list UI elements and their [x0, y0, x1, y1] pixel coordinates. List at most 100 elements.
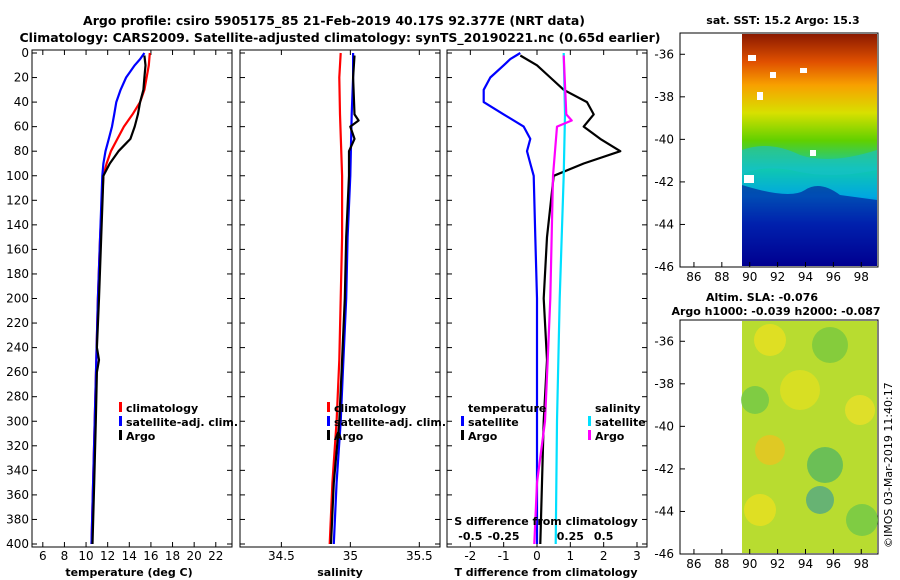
legend-swatch-climatology	[119, 402, 122, 412]
legend-swatch-t-argo	[461, 430, 464, 440]
sst-cloud-patch	[770, 72, 776, 78]
x2-tick-label: 0.5	[594, 530, 614, 543]
y-tick-label: 240	[6, 341, 29, 355]
sst-cloud-patch	[757, 92, 763, 100]
map-lat-label: -46	[654, 547, 674, 561]
series-line-argo	[329, 55, 360, 545]
sst-front	[742, 146, 877, 175]
y-tick-label: 40	[14, 95, 29, 109]
x-tick-label: 0	[533, 549, 541, 563]
temperature-xlabel: temperature (deg C)	[65, 566, 192, 579]
legend-label-climatology: climatology	[126, 402, 198, 415]
legend-label-t-satellite: satellite	[468, 416, 519, 429]
legend-label-climatology: climatology	[334, 402, 406, 415]
series-line-satellite-adj-clim-	[332, 53, 355, 545]
y-tick-label: 280	[6, 390, 29, 404]
x2-tick-label: -0.5	[458, 530, 482, 543]
legend-swatch-s-argo	[588, 430, 591, 440]
legend-swatch-climatology	[327, 402, 330, 412]
map-lon-label: 92	[770, 557, 785, 571]
s-difference-label: S difference from climatology	[454, 515, 638, 528]
x-tick-label: 14	[122, 549, 137, 563]
sla-eddy	[845, 395, 875, 425]
sst-cloud-patch	[744, 175, 754, 183]
difference-xlabel: T difference from climatology	[454, 566, 637, 579]
x-tick-label: 10	[78, 549, 93, 563]
imos-timestamp: ©IMOS 03-Mar-2019 11:40:17	[882, 382, 895, 548]
sla-eddy	[806, 486, 834, 514]
legend-label-satellite: satellite-adj. clim.	[334, 416, 446, 429]
series-line-t-satellite	[482, 52, 539, 544]
x-tick-label: 12	[100, 549, 115, 563]
sla-eddy	[846, 504, 878, 536]
sst-cloud-patch	[810, 150, 816, 156]
x-tick-label: 35.5	[406, 549, 433, 563]
sst-cloud-patch	[748, 55, 756, 61]
y-tick-label: 300	[6, 414, 29, 428]
x-tick-label: 16	[143, 549, 158, 563]
map-lon-label: 88	[714, 557, 729, 571]
header-line-2: Climatology: CARS2009. Satellite-adjuste…	[19, 30, 660, 46]
y-tick-label: 80	[14, 144, 29, 158]
y-tick-label: 160	[6, 242, 29, 256]
legend-label-satellite: satellite-adj. clim.	[126, 416, 238, 429]
x-tick-label: 8	[61, 549, 69, 563]
y-tick-label: 140	[6, 218, 29, 232]
sla-eddy	[755, 435, 785, 465]
x2-tick-label: -0.25	[488, 530, 520, 543]
y-tick-label: 200	[6, 292, 29, 306]
y-tick-label: 120	[6, 193, 29, 207]
difference-panel-frame	[446, 49, 648, 548]
y-tick-label: 360	[6, 488, 29, 502]
map-lat-label: -44	[654, 504, 674, 518]
legend-swatch-argo	[327, 430, 330, 440]
x-tick-label: 35	[343, 549, 358, 563]
series-line-satellite-adj-clim-	[90, 52, 146, 545]
map-lon-label: 96	[826, 557, 841, 571]
x-tick-label: 18	[165, 549, 180, 563]
legend-swatch-t-satellite	[461, 416, 464, 426]
map-lon-label: 98	[854, 557, 869, 571]
map-lon-label: 96	[826, 270, 841, 284]
x-tick-label: 1	[567, 549, 575, 563]
y-tick-label: 100	[6, 169, 29, 183]
y-tick-label: 340	[6, 463, 29, 477]
sla-eddy	[780, 370, 820, 410]
map-lon-label: 94	[798, 557, 813, 571]
legend-label-argo: Argo	[334, 430, 364, 443]
y-tick-label: 20	[14, 71, 29, 85]
y-tick-label: 380	[6, 512, 29, 526]
legend-swatch-argo	[119, 430, 122, 440]
map-lon-label: 88	[714, 270, 729, 284]
map-lat-label: -36	[654, 334, 674, 348]
legend-label-s-satellite: satellite	[595, 416, 646, 429]
x-tick-label: 2	[600, 549, 608, 563]
salinity-legend: climatology satellite-adj. clim. Argo	[327, 402, 446, 443]
legend-title-salinity: salinity	[595, 402, 641, 415]
map-lon-label: 90	[742, 557, 757, 571]
sst-map-title: sat. SST: 15.2 Argo: 15.3	[706, 14, 859, 27]
sla-map-image	[741, 321, 878, 553]
map-lon-label: 92	[770, 270, 785, 284]
map-lat-label: -42	[654, 175, 674, 189]
y-tick-label: 320	[6, 439, 29, 453]
sla-eddy	[744, 494, 776, 526]
x-tick-label: 6	[39, 549, 47, 563]
series-line-climatology	[328, 52, 344, 545]
x-tick-label: 22	[208, 549, 223, 563]
map-lat-label: -40	[654, 132, 674, 146]
x-tick-label: -2	[464, 549, 476, 563]
legend-title-temperature: temperature	[468, 402, 546, 415]
map-lat-label: -46	[654, 260, 674, 274]
axes-layer: 0204060801001201401601802002202402602803…	[6, 46, 647, 563]
series-line-s-argo	[533, 55, 573, 545]
map-lat-label: -40	[654, 419, 674, 433]
y-tick-label: 0	[21, 46, 29, 60]
x-tick-label: 3	[633, 549, 641, 563]
map-lon-label: 98	[854, 270, 869, 284]
sla-eddy	[812, 327, 848, 363]
map-lon-label: 94	[798, 270, 813, 284]
y-tick-label: 260	[6, 365, 29, 379]
y-tick-label: 400	[6, 537, 29, 551]
difference-legend: temperature satellite Argo salinity sate…	[461, 402, 646, 443]
